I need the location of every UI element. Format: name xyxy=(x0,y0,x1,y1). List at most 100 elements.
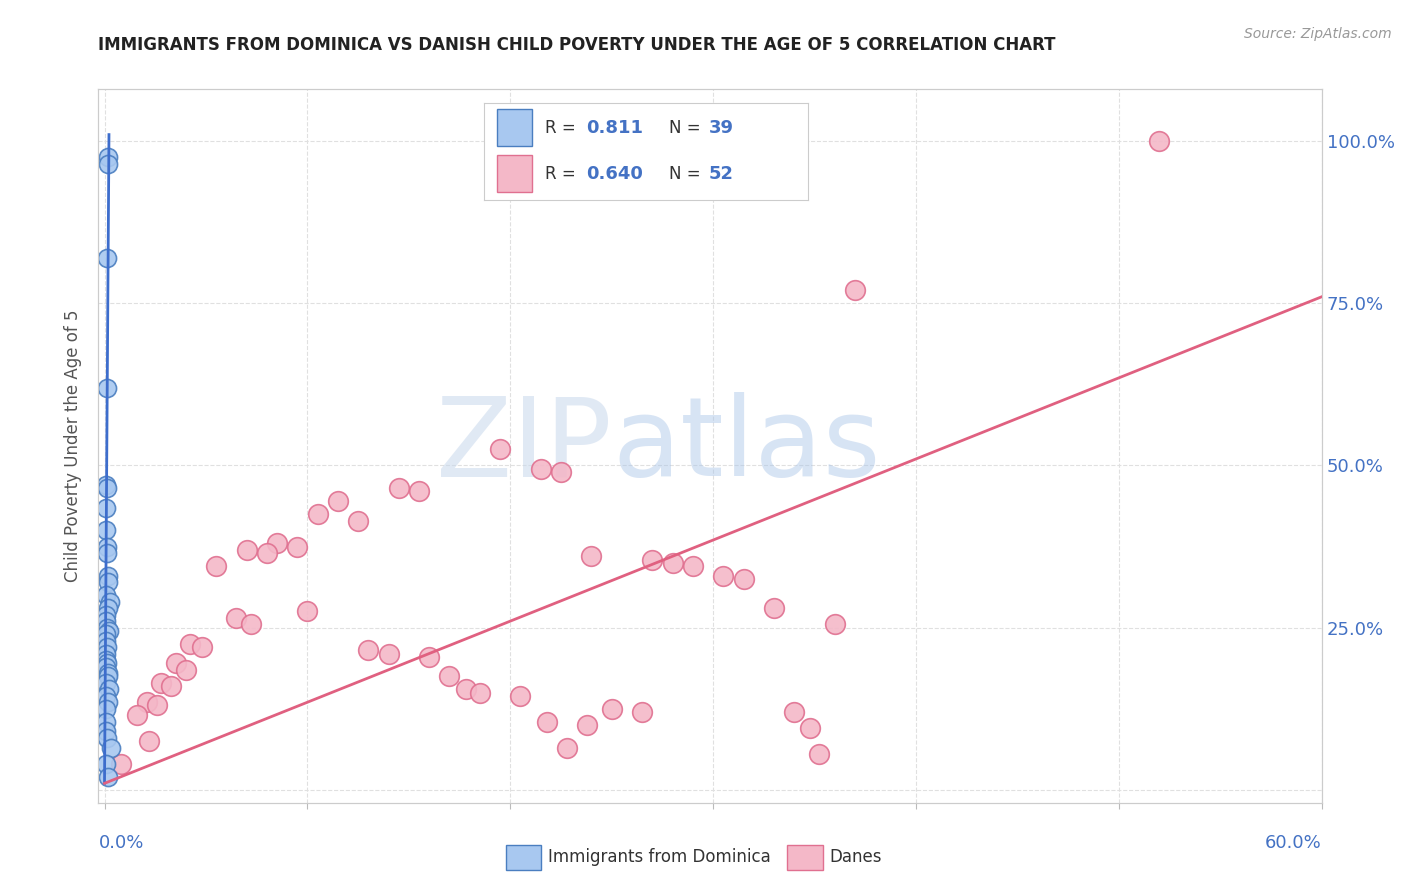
Point xyxy=(96,251,118,265)
Y-axis label: Child Poverty Under the Age of 5: Child Poverty Under the Age of 5 xyxy=(65,310,83,582)
Point xyxy=(489,442,512,457)
Text: 60.0%: 60.0% xyxy=(1265,834,1322,852)
Point xyxy=(94,478,117,492)
Point xyxy=(179,637,201,651)
Text: Source: ZipAtlas.com: Source: ZipAtlas.com xyxy=(1244,27,1392,41)
Point xyxy=(799,721,821,735)
Point xyxy=(96,770,118,784)
Point xyxy=(98,682,121,697)
Point xyxy=(96,731,118,745)
Point xyxy=(96,621,118,635)
Point xyxy=(96,675,118,690)
Text: atlas: atlas xyxy=(612,392,880,500)
Point xyxy=(600,702,623,716)
Point xyxy=(125,708,148,723)
Point xyxy=(239,617,262,632)
Point xyxy=(97,575,120,590)
Point xyxy=(536,714,558,729)
Point xyxy=(97,666,120,681)
Point xyxy=(762,601,785,615)
Point xyxy=(191,640,214,654)
Point xyxy=(94,653,117,667)
Point xyxy=(326,494,349,508)
Text: Danes: Danes xyxy=(830,848,882,866)
Point xyxy=(97,568,120,582)
Point xyxy=(94,659,117,673)
Point xyxy=(94,588,117,602)
Text: 0.0%: 0.0% xyxy=(98,834,143,852)
Point xyxy=(98,595,121,609)
Point xyxy=(581,549,603,564)
Point xyxy=(408,484,430,499)
Point xyxy=(94,689,117,703)
Point xyxy=(94,647,117,661)
Point xyxy=(96,657,118,671)
Point xyxy=(576,718,599,732)
Point xyxy=(256,546,278,560)
Point xyxy=(94,627,117,641)
Point xyxy=(297,604,319,618)
Point xyxy=(711,568,734,582)
Point xyxy=(97,601,120,615)
Point xyxy=(824,617,846,632)
Point xyxy=(682,559,704,574)
Point xyxy=(97,157,120,171)
Point xyxy=(94,614,117,628)
Point xyxy=(146,698,169,713)
Text: IMMIGRANTS FROM DOMINICA VS DANISH CHILD POVERTY UNDER THE AGE OF 5 CORRELATION : IMMIGRANTS FROM DOMINICA VS DANISH CHILD… xyxy=(98,36,1056,54)
Point xyxy=(94,702,117,716)
Point xyxy=(96,724,118,739)
Point xyxy=(1149,134,1171,148)
Point xyxy=(96,150,118,164)
Point xyxy=(174,663,197,677)
Point xyxy=(96,695,118,709)
Point xyxy=(96,540,118,554)
Point xyxy=(138,734,160,748)
Point xyxy=(783,705,806,719)
Point xyxy=(439,669,461,683)
Point xyxy=(160,679,183,693)
Point xyxy=(94,714,117,729)
Point xyxy=(165,657,187,671)
Point xyxy=(468,685,491,699)
Point xyxy=(225,611,247,625)
Point xyxy=(96,607,118,622)
Point xyxy=(555,740,578,755)
Point xyxy=(205,559,228,574)
Point xyxy=(530,461,553,475)
Point xyxy=(94,524,117,538)
Point xyxy=(347,514,370,528)
Point xyxy=(418,649,440,664)
Point xyxy=(97,669,120,683)
Point xyxy=(100,740,122,755)
Point xyxy=(307,507,329,521)
Point xyxy=(94,633,117,648)
Point xyxy=(631,705,654,719)
Text: ZIP: ZIP xyxy=(436,392,612,500)
Point xyxy=(661,556,683,570)
Point xyxy=(110,756,132,771)
Point xyxy=(377,647,399,661)
Point xyxy=(807,747,830,761)
Point xyxy=(357,643,380,657)
Point xyxy=(96,481,118,495)
Point xyxy=(844,283,866,297)
Text: Immigrants from Dominica: Immigrants from Dominica xyxy=(548,848,770,866)
Point xyxy=(96,500,118,515)
Point xyxy=(96,381,118,395)
Point xyxy=(150,675,173,690)
Point xyxy=(266,536,288,550)
Point xyxy=(285,540,308,554)
Point xyxy=(454,682,477,697)
Point xyxy=(94,756,117,771)
Point xyxy=(98,624,121,638)
Point xyxy=(388,481,411,495)
Point xyxy=(550,465,572,479)
Point xyxy=(96,640,118,654)
Point xyxy=(733,572,755,586)
Point xyxy=(235,542,257,557)
Point xyxy=(641,552,664,566)
Point xyxy=(509,689,531,703)
Point xyxy=(96,546,118,560)
Point xyxy=(136,695,159,709)
